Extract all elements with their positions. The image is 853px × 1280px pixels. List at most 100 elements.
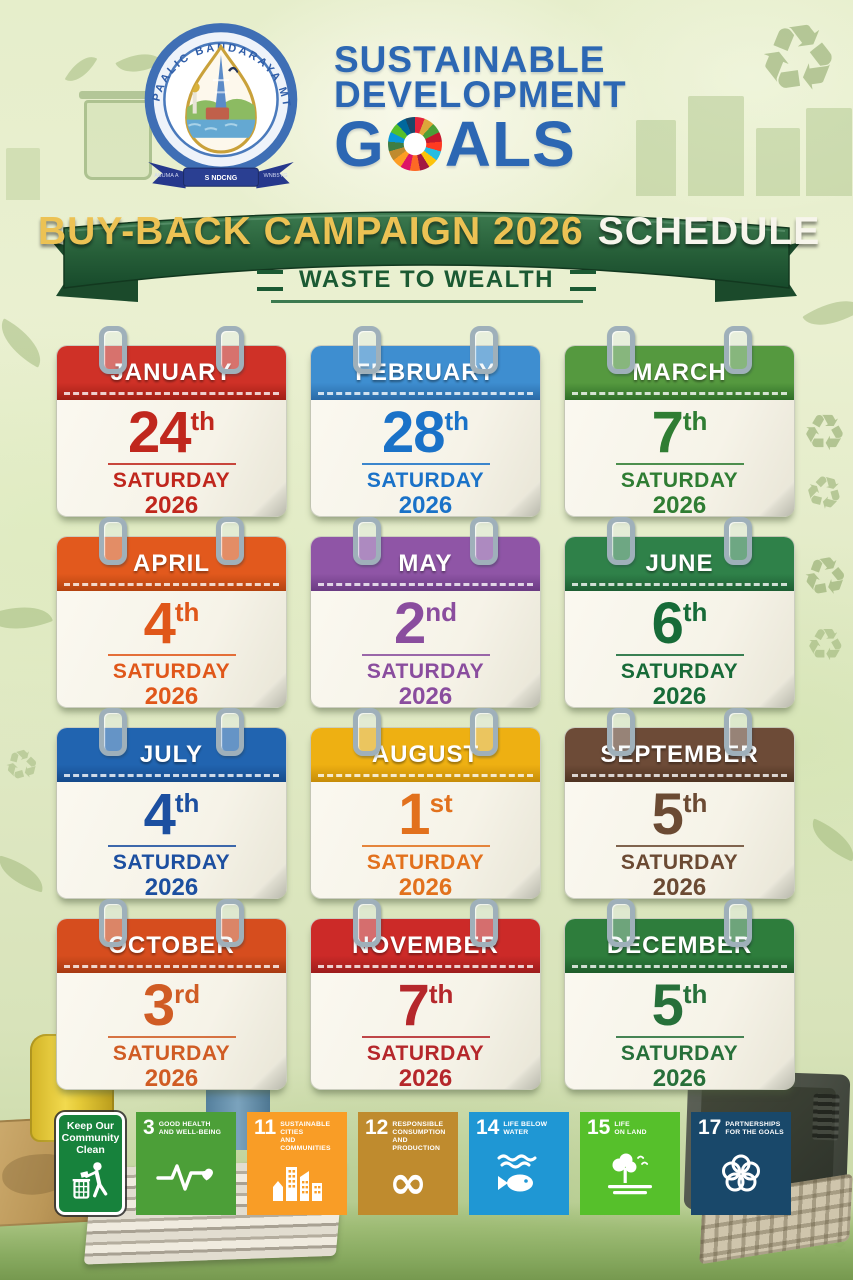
leaf-decor [804, 818, 853, 862]
month-name: JUNE [645, 550, 714, 577]
calendar-card-march: MARCH 7th SATURDAY 2026 [564, 326, 795, 519]
recycle-icon: ♻ [798, 464, 849, 524]
emblem-ribbon-center [183, 167, 259, 187]
calendar-card-october: OCTOBER 3rd SATURDAY 2026 [56, 899, 287, 1093]
binder-ring [724, 326, 752, 374]
binder-ring [607, 517, 635, 565]
year-label: 2026 [398, 683, 453, 711]
day-label: SATURDAY [366, 660, 485, 683]
date-number: 2nd [393, 591, 458, 656]
banner-subtitle: WASTE TO WEALTH [38, 266, 815, 303]
day-label: SATURDAY [620, 1042, 739, 1065]
sdg-badge-14: 14 LIFE BELOW WATER [469, 1112, 569, 1215]
date-underline [107, 1036, 236, 1038]
sdg-number: 12 [365, 1116, 389, 1139]
equals-decor-left [257, 269, 284, 291]
month-header: DECEMBER [565, 919, 794, 973]
year-label: 2026 [398, 492, 453, 520]
month-header: FEBRUARY [311, 346, 540, 400]
year-label: 2026 [144, 1065, 199, 1093]
dashed-divider [572, 583, 787, 586]
date-underline [615, 845, 744, 847]
calendar-card-june: JUNE 6th SATURDAY 2026 [564, 517, 795, 710]
calendar-card-july: JULY 4th SATURDAY 2026 [56, 708, 287, 901]
calendar-body: 4th SATURDAY 2026 [57, 591, 286, 711]
calendar-card-february: FEBRUARY 28th SATURDAY 2026 [310, 326, 541, 520]
date-number: 3rd [142, 973, 201, 1038]
binder-ring [353, 708, 381, 756]
skyline-building [6, 148, 40, 200]
year-label: 2026 [398, 874, 453, 902]
month-header: SEPTEMBER [565, 728, 794, 782]
sdg-number: 17 [698, 1116, 722, 1139]
sign-text: Keep Our Community Clean [61, 1120, 120, 1157]
calendar-card-december: DECEMBER 5th SATURDAY 2026 [564, 899, 795, 1093]
date-underline [615, 1036, 744, 1038]
binder-ring [216, 326, 244, 374]
sdg-badge-11: 11 SUSTAINABLE CITIES AND COMMUNITIES [247, 1112, 347, 1215]
banner-title-campaign: BUY-BACK CAMPAIGN 2026 [38, 210, 584, 253]
sdg-title: GOOD HEALTH AND WELL-BEING [158, 1121, 222, 1137]
binder-ring [607, 326, 635, 374]
binder-ring [99, 517, 127, 565]
calendar-card-may: MAY 2nd SATURDAY 2026 [310, 517, 541, 711]
sdg-title: LIFE ON LAND [614, 1121, 647, 1137]
sdg-number: 3 [143, 1116, 155, 1139]
binder-ring [216, 708, 244, 756]
binder-ring [353, 326, 381, 374]
calendar-body: 7th SATURDAY 2026 [311, 973, 540, 1093]
binder-ring [216, 517, 244, 565]
emblem-ribbon-right-text: WNB5YG [264, 173, 288, 179]
calendar-body: 24th SATURDAY 2026 [57, 400, 286, 520]
date-underline [615, 463, 744, 465]
day-label: SATURDAY [366, 851, 485, 874]
binder-ring [724, 708, 752, 756]
binder-ring [470, 517, 498, 565]
wordmark-line-goals: G ALS [334, 108, 576, 181]
day-label: SATURDAY [620, 469, 739, 492]
dashed-divider [64, 583, 279, 586]
date-number: 7th [651, 400, 708, 465]
year-label: 2026 [652, 1065, 707, 1093]
ribbon-band [63, 211, 790, 289]
calendar-body: 5th SATURDAY 2026 [565, 973, 794, 1093]
dashed-divider [572, 392, 787, 395]
day-label: SATURDAY [620, 660, 739, 683]
emblem-ribbon-left-text: ABUMA A [154, 173, 179, 179]
binder-ring [470, 899, 498, 947]
binder-ring [607, 899, 635, 947]
date-underline [361, 654, 490, 656]
ribbon-shape [52, 211, 801, 302]
calendar-body: 28th SATURDAY 2026 [311, 400, 540, 520]
date-number: 6th [651, 591, 708, 656]
date-number: 7th [397, 973, 454, 1038]
emblem-ribbon-center-text: S NDCNG [205, 175, 238, 182]
dashed-divider [318, 774, 533, 777]
date-number: 28th [381, 400, 470, 465]
recycle-icon: ♻ [805, 620, 845, 671]
year-label: 2026 [144, 492, 199, 520]
emblem-ribbon-left [148, 162, 186, 189]
recycle-icon: ♻ [749, 0, 846, 119]
leaf-decor [0, 855, 49, 893]
fish-waves-icon [476, 1138, 562, 1211]
month-name: JANUARY [110, 359, 233, 386]
sdg-badge-17: 17 PARTNERSHIPS FOR THE GOALS [691, 1112, 791, 1215]
binder-ring [724, 899, 752, 947]
year-label: 2026 [144, 683, 199, 711]
dashed-divider [572, 774, 787, 777]
year-label: 2026 [398, 1065, 453, 1093]
sdg-title: SUSTAINABLE CITIES AND COMMUNITIES [280, 1121, 331, 1153]
skyline-building [636, 120, 676, 196]
dashed-divider [64, 965, 279, 968]
day-label: SATURDAY [112, 1042, 231, 1065]
heartbeat-icon [143, 1138, 229, 1211]
sdg-badge-3: 3 GOOD HEALTH AND WELL-BEING [136, 1112, 236, 1215]
calendar-card-april: APRIL 4th SATURDAY 2026 [56, 517, 287, 711]
month-name: MAY [398, 550, 453, 577]
month-name: APRIL [133, 550, 210, 577]
tree-icon [587, 1138, 673, 1211]
skyline-building [756, 128, 800, 196]
month-name: AUGUST [371, 741, 480, 768]
